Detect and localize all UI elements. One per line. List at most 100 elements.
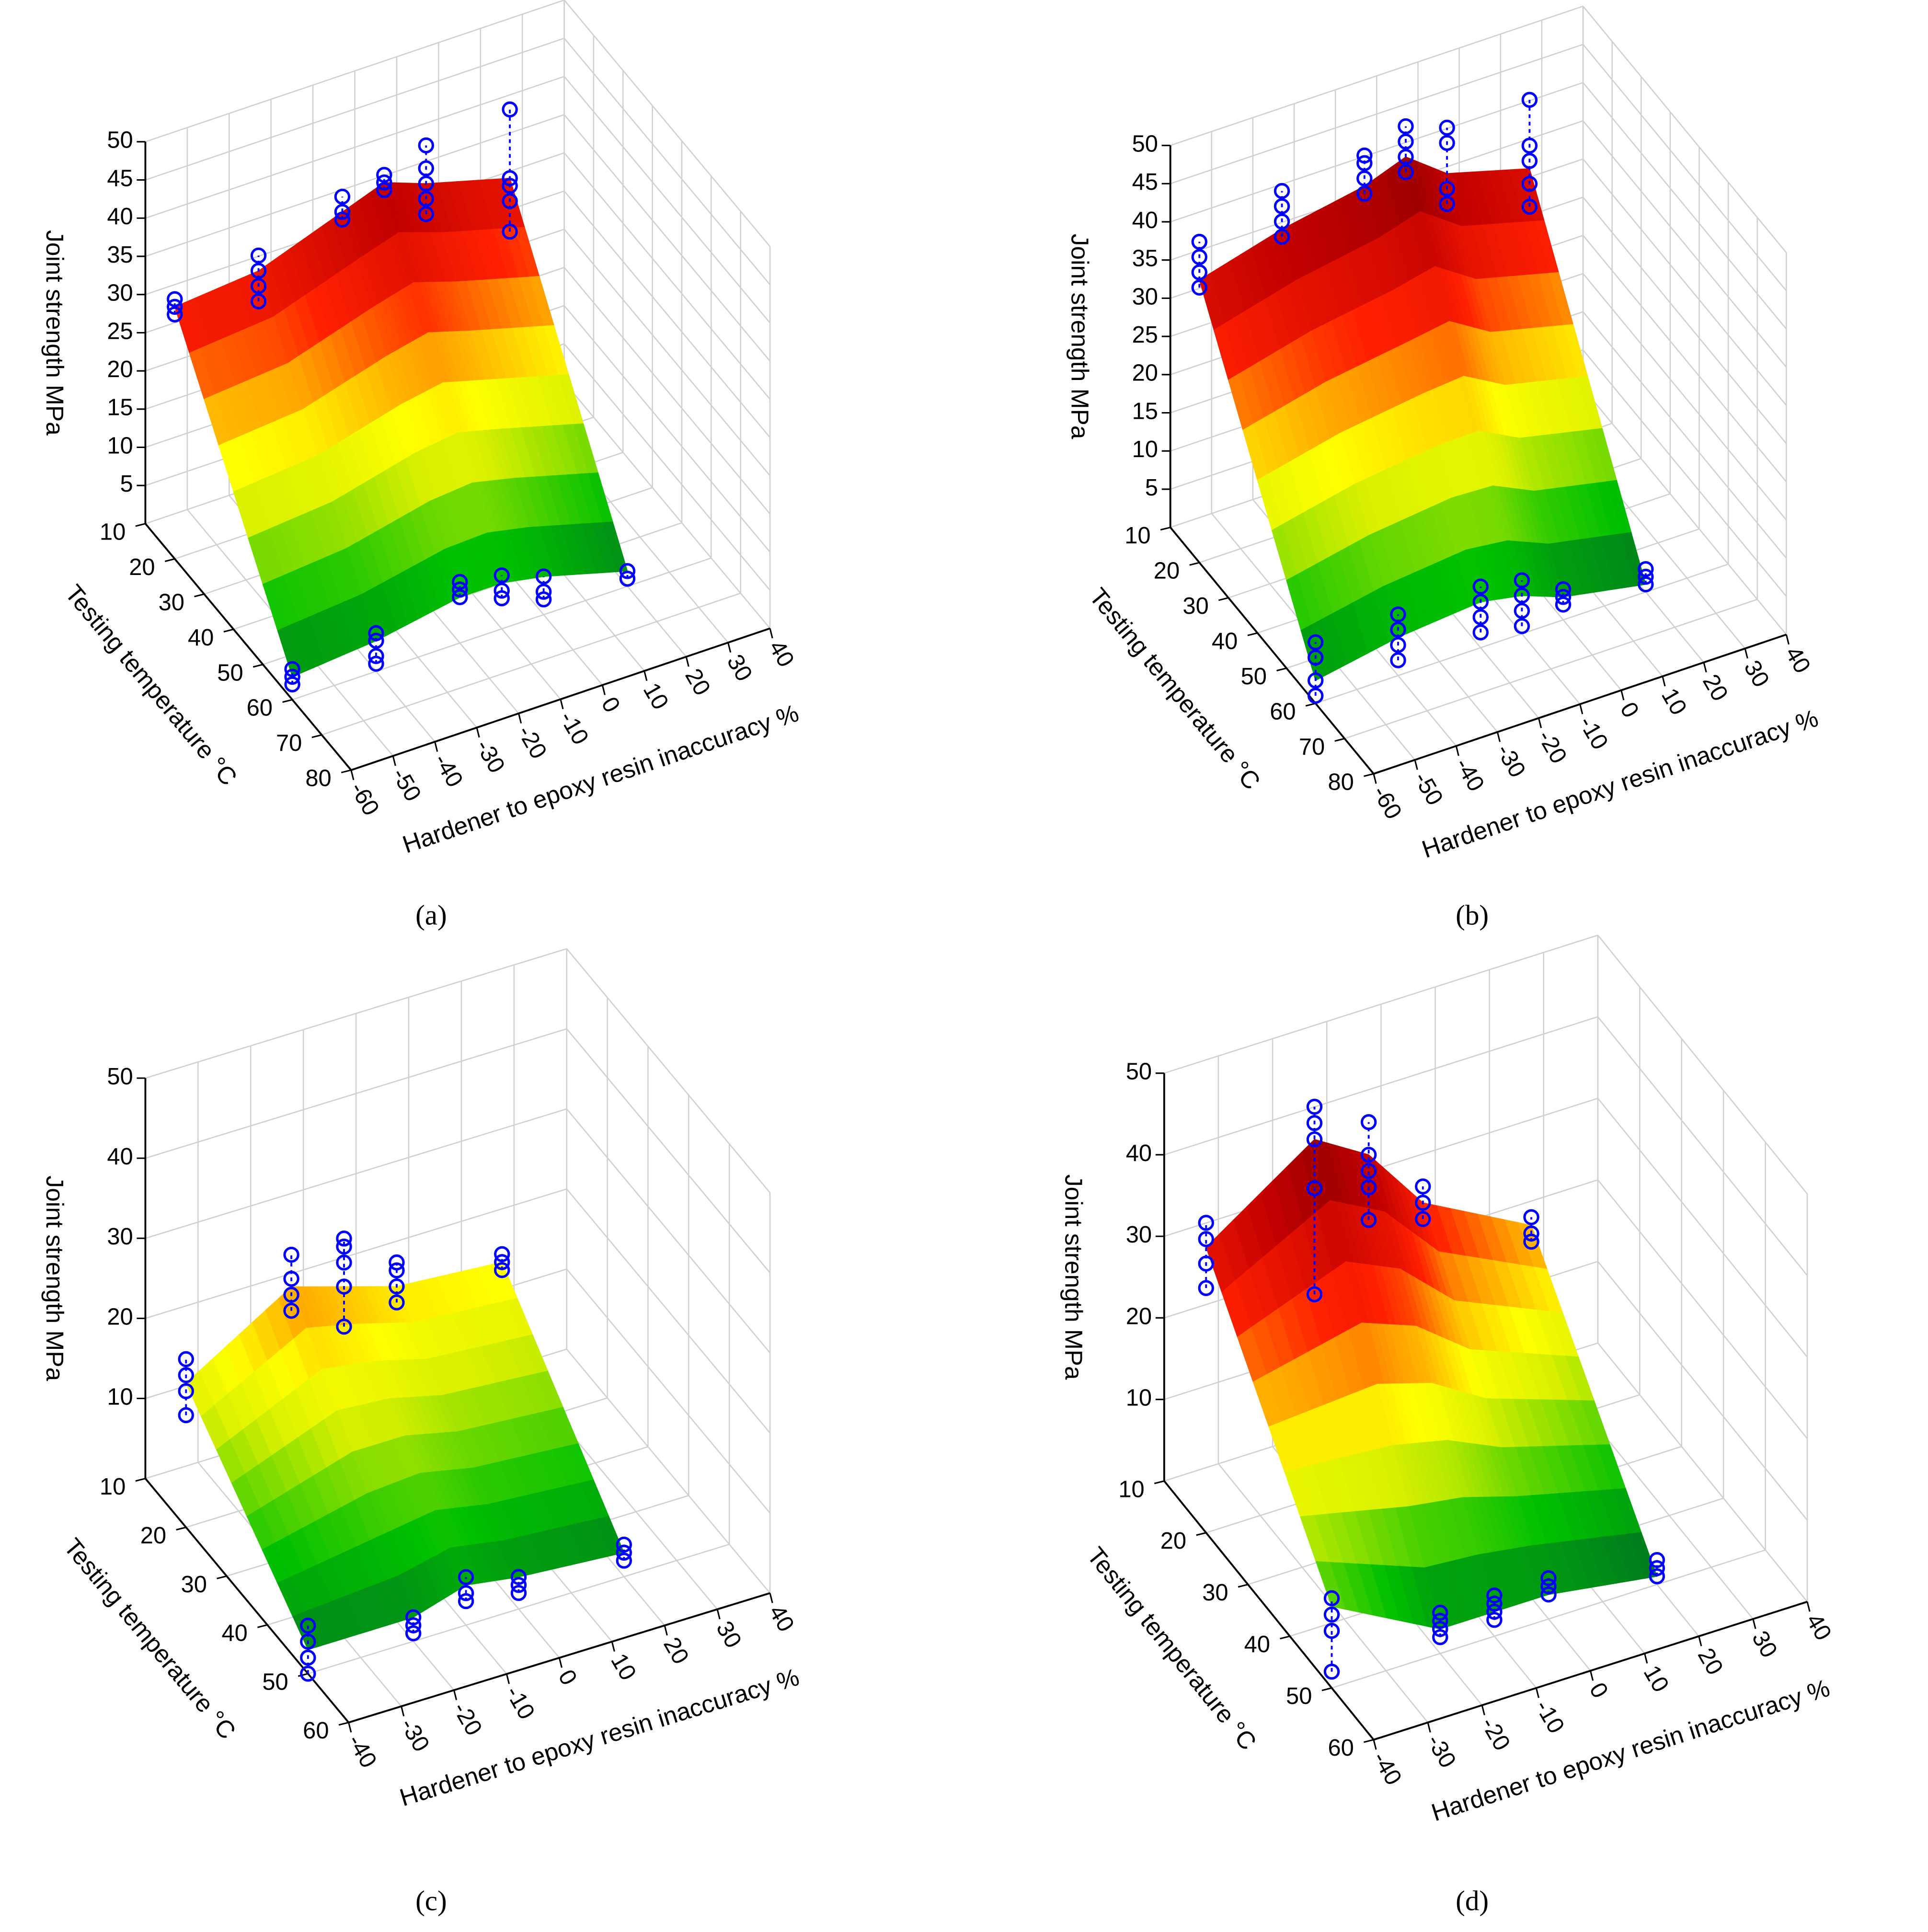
data-point: [1191, 249, 1208, 265]
data-point: [1415, 1211, 1431, 1227]
y-tick-label: 60: [1328, 1735, 1354, 1761]
data-point: [1390, 652, 1406, 668]
grid-line: [563, 305, 771, 552]
data-point: [494, 1262, 510, 1278]
tick-mark: [727, 642, 732, 653]
data-point: [368, 632, 384, 649]
y-tick-label: 60: [247, 695, 273, 721]
data-point: [1323, 1606, 1340, 1623]
z-tick-label: 50: [1126, 1059, 1152, 1085]
tick-mark: [1363, 773, 1374, 777]
tick-mark: [611, 1641, 615, 1652]
data-point: [1523, 1225, 1539, 1242]
data-point: [510, 1569, 527, 1585]
y-tick-label: 50: [1286, 1683, 1312, 1709]
z-tick-label: 10: [1132, 437, 1158, 462]
tick-mark: [1373, 1739, 1377, 1750]
tick-mark: [1160, 527, 1171, 531]
tick-mark: [560, 699, 564, 710]
tick-mark: [257, 1624, 268, 1628]
data-point: [368, 625, 384, 642]
y-tick-label: 40: [221, 1621, 247, 1646]
data-point: [283, 1287, 299, 1303]
data-point: [1521, 92, 1538, 108]
grid-line: [563, 190, 771, 438]
data-point: [1521, 198, 1538, 215]
tick-mark: [176, 1526, 186, 1531]
data-point: [619, 563, 636, 579]
data-point: [283, 1246, 299, 1263]
data-point: [1398, 164, 1414, 180]
x-tick-label: -60: [1367, 782, 1407, 824]
x-tick-label: -60: [345, 778, 384, 820]
tick-mark: [135, 523, 146, 527]
grid-line: [1583, 6, 1787, 253]
x-tick-label: 40: [1780, 642, 1815, 678]
data-point: [1439, 181, 1455, 197]
tick-mark: [476, 727, 480, 738]
y-tick-label: 10: [100, 519, 126, 545]
tick-mark: [164, 558, 175, 563]
data-point: [418, 206, 434, 222]
tick-mark: [1698, 1636, 1702, 1646]
data-point: [1191, 264, 1208, 281]
z-tick-label: 50: [107, 127, 133, 153]
z-axis-title: Joint strength MPa: [41, 230, 69, 436]
z-tick-label: 5: [120, 471, 133, 497]
z-axis-title: Joint strength MPa: [1060, 1174, 1088, 1380]
data-point: [250, 278, 267, 294]
data-point: [502, 101, 518, 118]
x-tick-label: 30: [1739, 656, 1774, 691]
data-point: [368, 656, 384, 672]
data-point: [452, 574, 468, 590]
grid-line: [308, 1543, 730, 1675]
data-point: [1486, 1612, 1503, 1628]
x-tick-label: -40: [1367, 1748, 1407, 1790]
y-axis: [144, 523, 352, 771]
data-point: [1308, 688, 1324, 704]
z-tick-label: 40: [107, 204, 133, 230]
x-tick-label: -20: [1532, 725, 1572, 768]
data-point: [334, 204, 351, 220]
data-point: [376, 182, 392, 198]
grid-line: [145, 37, 565, 181]
tick-mark: [1806, 1601, 1811, 1612]
grid-line: [1164, 1016, 1598, 1156]
data-point: [1308, 634, 1324, 651]
tick-mark: [517, 713, 522, 724]
y-tick-label: 50: [262, 1669, 288, 1695]
data-point: [178, 1367, 194, 1383]
data-point: [167, 291, 183, 308]
data-point: [1472, 624, 1489, 641]
z-tick-label: 45: [1132, 169, 1158, 195]
tick-mark: [311, 734, 322, 738]
x-axis-title: Hardener to epoxy resin inaccuracy %: [396, 1663, 802, 1811]
data-point: [493, 582, 510, 599]
x-tick-label: -10: [554, 707, 594, 749]
grid-line: [1170, 5, 1584, 146]
tick-mark: [1644, 1653, 1648, 1664]
y-tick-label: 10: [1118, 1476, 1144, 1502]
data-point: [1540, 1570, 1557, 1587]
data-point: [1356, 185, 1373, 202]
data-point: [418, 175, 434, 192]
y-tick-label: 30: [1182, 593, 1208, 619]
x-tick-label: -40: [343, 1730, 382, 1772]
data-point: [1555, 589, 1572, 605]
grid-line: [145, 0, 565, 143]
data-point: [1191, 279, 1208, 296]
tick-mark: [1305, 702, 1316, 707]
grid-line: [566, 1348, 771, 1594]
data-point: [1649, 1552, 1665, 1568]
data-point: [336, 1278, 352, 1295]
tick-mark: [282, 699, 293, 703]
grid-line: [1583, 235, 1787, 483]
data-point: [535, 568, 552, 585]
data-point: [283, 1270, 299, 1287]
tick-mark: [217, 1575, 227, 1579]
tick-mark: [453, 1690, 458, 1701]
grid-line: [566, 1268, 771, 1514]
z-tick-label: 35: [107, 242, 133, 268]
data-point: [1274, 198, 1290, 215]
tick-mark: [664, 1625, 668, 1636]
